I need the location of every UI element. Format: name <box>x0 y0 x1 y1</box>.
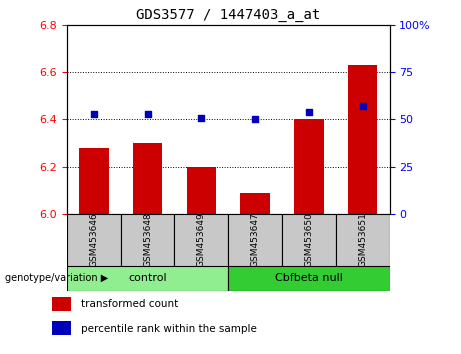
Text: genotype/variation ▶: genotype/variation ▶ <box>5 273 108 283</box>
Bar <box>52 321 71 336</box>
Bar <box>174 214 228 266</box>
Point <box>144 111 151 116</box>
Text: GSM453651: GSM453651 <box>358 212 367 267</box>
Text: GSM453649: GSM453649 <box>197 212 206 267</box>
Bar <box>240 193 270 214</box>
Bar <box>228 266 390 291</box>
Text: GSM453646: GSM453646 <box>89 212 98 267</box>
Point <box>305 109 313 115</box>
Bar <box>52 297 71 311</box>
Bar <box>79 148 108 214</box>
Point <box>251 116 259 122</box>
Title: GDS3577 / 1447403_a_at: GDS3577 / 1447403_a_at <box>136 8 320 22</box>
Text: transformed count: transformed count <box>81 299 178 309</box>
Point <box>198 115 205 120</box>
Text: GSM453650: GSM453650 <box>304 212 313 267</box>
Bar <box>121 214 174 266</box>
Point <box>359 103 366 109</box>
Bar <box>294 119 324 214</box>
Bar <box>67 214 121 266</box>
Bar <box>282 214 336 266</box>
Text: GSM453648: GSM453648 <box>143 212 152 267</box>
Text: Cbfbeta null: Cbfbeta null <box>275 273 343 283</box>
Text: percentile rank within the sample: percentile rank within the sample <box>81 324 257 333</box>
Bar <box>348 65 378 214</box>
Bar <box>133 143 162 214</box>
Bar <box>67 266 228 291</box>
Text: control: control <box>128 273 167 283</box>
Bar <box>336 214 390 266</box>
Bar <box>187 167 216 214</box>
Bar <box>228 214 282 266</box>
Point <box>90 111 97 116</box>
Text: GSM453647: GSM453647 <box>251 212 260 267</box>
